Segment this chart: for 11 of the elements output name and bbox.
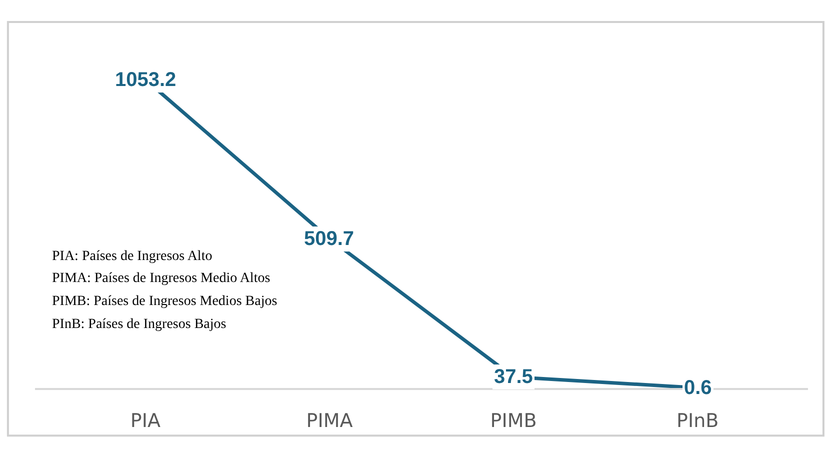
x-tick-label: PInB <box>676 410 719 432</box>
data-label: 509.7 <box>304 228 354 250</box>
annotation: PInB: Países de Ingresos Bajos <box>52 317 226 332</box>
annotation: PIA: Países de Ingresos Alto <box>52 249 212 264</box>
annotation: PIMB: Países de Ingresos Medios Bajos <box>52 294 278 309</box>
x-tick-label: PIA <box>130 410 160 432</box>
annotation: PIMA: Países de Ingresos Medio Altos <box>52 271 270 286</box>
x-tick-label: PIMA <box>306 410 353 432</box>
x-tick-label: PIMB <box>490 410 537 432</box>
data-label: 0.6 <box>684 377 712 399</box>
data-label: 1053.2 <box>115 69 176 91</box>
